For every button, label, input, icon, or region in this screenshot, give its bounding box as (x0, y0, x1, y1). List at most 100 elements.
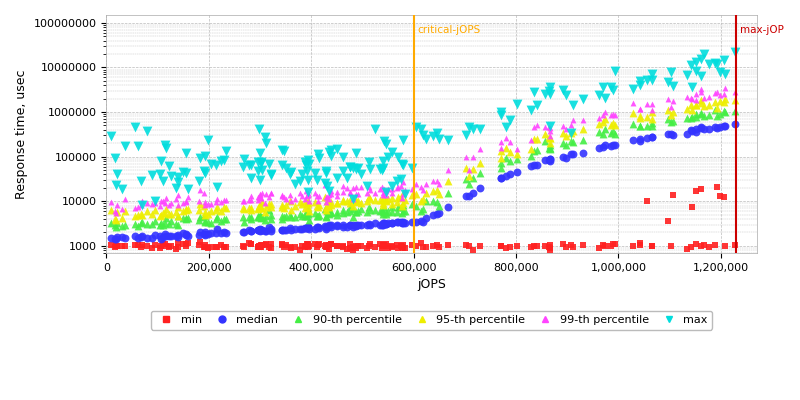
min (494, 242, 507, 249)
95-th percentile (344, 200, 357, 207)
min (543, 244, 556, 251)
median (382, 220, 394, 226)
min (665, 242, 678, 249)
95-th percentile (665, 112, 678, 118)
min (543, 241, 556, 248)
90-th percentile (202, 219, 214, 225)
90-th percentile (397, 202, 410, 209)
95-th percentile (319, 204, 332, 210)
90-th percentile (265, 216, 278, 222)
99-th percentile (284, 198, 297, 204)
min (350, 242, 362, 249)
max (276, 146, 289, 153)
median (284, 227, 297, 234)
90-th percentile (284, 214, 297, 221)
99-th percentile (380, 192, 393, 198)
min (634, 241, 646, 248)
90-th percentile (105, 220, 118, 226)
max (182, 186, 194, 192)
min (179, 243, 192, 249)
median (646, 134, 658, 140)
min (474, 242, 486, 249)
median (135, 233, 148, 239)
90-th percentile (325, 209, 338, 216)
90-th percentile (500, 155, 513, 161)
min (662, 218, 674, 224)
99-th percentile (386, 185, 398, 192)
95-th percentile (543, 134, 556, 141)
90-th percentile (218, 216, 230, 222)
99-th percentile (494, 138, 507, 145)
90-th percentile (341, 208, 354, 215)
min (382, 244, 394, 251)
90-th percentile (685, 115, 698, 121)
99-th percentile (237, 198, 250, 204)
median (205, 230, 218, 236)
min (310, 244, 323, 250)
95-th percentile (729, 97, 742, 104)
90-th percentile (199, 218, 212, 225)
max (646, 77, 658, 83)
min (410, 243, 422, 249)
median (154, 233, 166, 240)
90-th percentile (110, 220, 123, 226)
median (169, 233, 182, 239)
min (284, 244, 297, 251)
median (386, 220, 398, 226)
90-th percentile (254, 214, 267, 221)
90-th percentile (542, 144, 555, 151)
min (260, 241, 273, 248)
95-th percentile (254, 203, 266, 209)
min (242, 240, 255, 246)
90-th percentile (252, 213, 265, 220)
90-th percentile (597, 131, 610, 137)
min (565, 242, 578, 248)
median (276, 227, 289, 234)
95-th percentile (254, 205, 267, 212)
90-th percentile (646, 120, 658, 126)
max (302, 160, 315, 167)
90-th percentile (179, 215, 192, 221)
95-th percentile (302, 200, 314, 206)
median (148, 232, 161, 238)
95-th percentile (460, 165, 473, 172)
max (160, 145, 173, 151)
99-th percentile (344, 189, 357, 196)
99-th percentile (210, 199, 222, 205)
min (263, 244, 276, 251)
min (182, 240, 194, 246)
median (605, 143, 618, 149)
99-th percentile (373, 186, 386, 192)
95-th percentile (607, 120, 620, 126)
median (698, 126, 710, 132)
median (301, 224, 314, 231)
max (417, 132, 430, 138)
min (605, 243, 618, 250)
90-th percentile (321, 208, 334, 214)
99-th percentile (264, 190, 277, 196)
99-th percentile (527, 124, 540, 130)
max (148, 198, 161, 204)
95-th percentile (324, 199, 337, 205)
median (312, 224, 325, 230)
99-th percentile (192, 198, 205, 205)
99-th percentile (343, 190, 356, 196)
max (395, 160, 408, 167)
95-th percentile (276, 202, 289, 208)
95-th percentile (598, 116, 611, 122)
max (288, 181, 301, 187)
99-th percentile (254, 191, 266, 198)
90-th percentile (109, 222, 122, 228)
99-th percentile (414, 184, 427, 190)
max (254, 160, 267, 166)
90-th percentile (698, 113, 710, 119)
99-th percentile (302, 190, 314, 196)
90-th percentile (278, 214, 290, 220)
99-th percentile (377, 190, 390, 196)
90-th percentile (565, 138, 578, 144)
90-th percentile (378, 204, 390, 210)
95-th percentile (419, 190, 432, 196)
median (463, 192, 476, 199)
min (202, 244, 214, 251)
95-th percentile (219, 204, 232, 211)
